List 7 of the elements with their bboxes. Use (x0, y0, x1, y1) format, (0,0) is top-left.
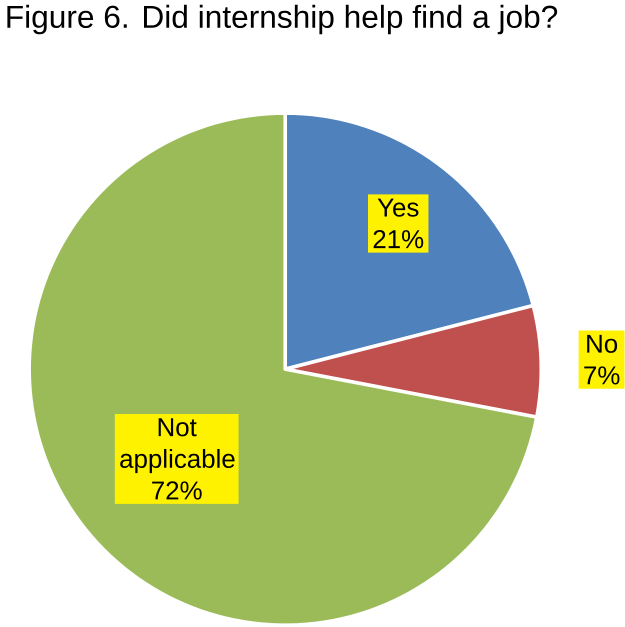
slice-label: Not applicable (120, 418, 235, 474)
data-label: 7% (584, 366, 620, 384)
slice-label: No (587, 334, 618, 353)
data-label: 72% (152, 481, 202, 500)
slice-label: Yes (378, 198, 419, 217)
chart-title: Figure 6. Did internship help find a job? (8, 4, 558, 34)
data-label: 21% (374, 230, 424, 248)
